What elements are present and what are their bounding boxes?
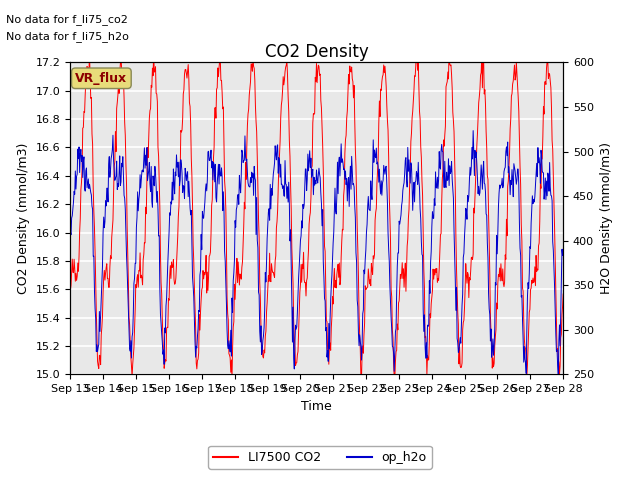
Y-axis label: CO2 Density (mmol/m3): CO2 Density (mmol/m3) bbox=[17, 143, 30, 294]
Legend: LI7500 CO2, op_h2o: LI7500 CO2, op_h2o bbox=[209, 446, 431, 469]
Text: No data for f_li75_co2: No data for f_li75_co2 bbox=[6, 13, 128, 24]
X-axis label: Time: Time bbox=[301, 400, 332, 413]
Text: No data for f_li75_h2o: No data for f_li75_h2o bbox=[6, 31, 129, 42]
Y-axis label: H2O Density (mmol/m3): H2O Density (mmol/m3) bbox=[600, 143, 612, 294]
Text: VR_flux: VR_flux bbox=[76, 72, 127, 85]
Title: CO2 Density: CO2 Density bbox=[265, 43, 369, 61]
